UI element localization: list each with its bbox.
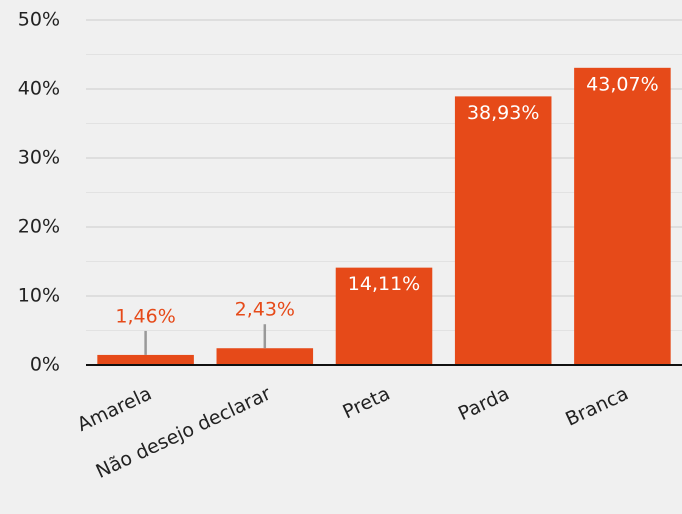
data-label: 43,07% [586, 73, 658, 95]
data-label: 2,43% [235, 299, 295, 321]
bar [335, 267, 433, 365]
data-label: 38,93% [467, 102, 539, 124]
bar [574, 67, 671, 365]
y-tick-label: 40% [18, 78, 60, 100]
y-tick-label: 10% [18, 285, 60, 307]
y-tick-label: 0% [30, 354, 60, 376]
y-tick-label: 50% [18, 9, 60, 31]
bar [97, 354, 194, 365]
bar [454, 96, 552, 366]
data-label: 1,46% [115, 305, 175, 327]
bar [216, 348, 314, 365]
y-tick-label: 20% [18, 216, 60, 238]
data-label: 14,11% [348, 273, 420, 295]
y-tick-label: 30% [18, 147, 60, 169]
